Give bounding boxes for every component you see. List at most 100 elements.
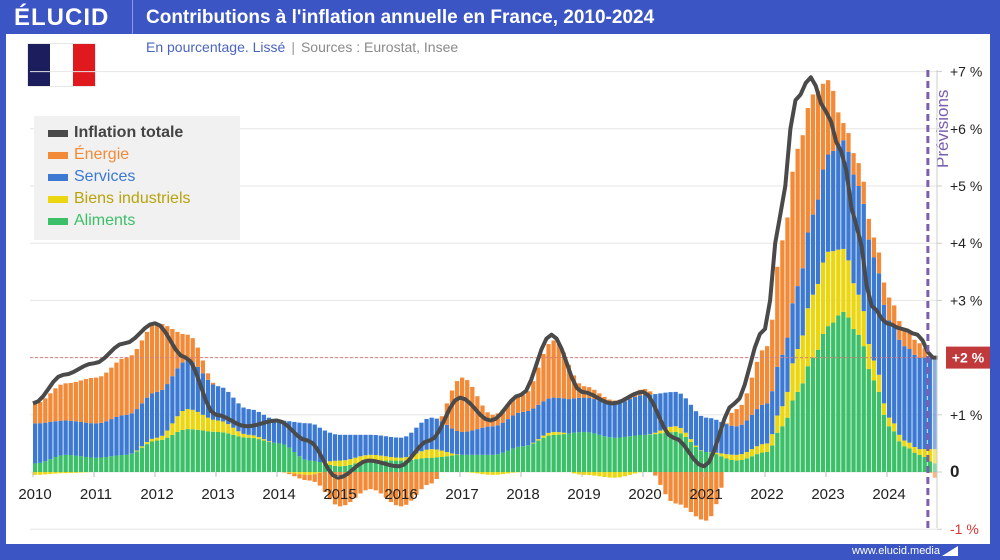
bar-biens-industriels — [765, 443, 770, 452]
bar--nergie — [205, 373, 211, 380]
bar-biens-industriels — [790, 363, 795, 401]
bar-services — [175, 368, 180, 417]
bar-aliments — [566, 433, 572, 472]
bar-biens-industriels — [627, 472, 633, 475]
bar-biens-industriels — [58, 472, 63, 474]
bar-biens-industriels — [358, 456, 363, 462]
bar--nergie — [287, 472, 292, 475]
bar--nergie — [810, 94, 816, 215]
bar-aliments — [73, 455, 78, 472]
bar-biens-industriels — [851, 283, 856, 329]
bar--nergie — [449, 390, 455, 429]
bar--nergie — [373, 472, 378, 491]
bar-aliments — [531, 443, 536, 472]
bar--nergie — [546, 344, 551, 399]
bar-aliments — [856, 334, 861, 472]
x-tick-label: 2023 — [811, 486, 844, 503]
bar-services — [693, 411, 699, 446]
y-tick-label: +4 % — [950, 235, 982, 251]
x-tick-label: 2019 — [567, 486, 600, 503]
bar-services — [800, 268, 805, 336]
y-tick-label: 0 — [950, 462, 959, 481]
bar-biens-industriels — [444, 451, 450, 457]
bar-services — [378, 435, 383, 456]
bar--nergie — [881, 282, 887, 305]
legend-label: Énergie — [74, 146, 130, 163]
bar-aliments — [724, 458, 729, 472]
x-tick-label: 2022 — [750, 486, 783, 503]
bar-biens-industriels — [734, 454, 739, 461]
bar--nergie — [759, 350, 765, 405]
bar--nergie — [439, 416, 444, 422]
bar--nergie — [343, 472, 348, 506]
bar-services — [205, 379, 211, 418]
bar-biens-industriels — [597, 472, 602, 477]
bar-biens-industriels — [587, 472, 592, 476]
bar-biens-industriels — [205, 417, 211, 432]
bar-aliments — [129, 453, 134, 472]
bar--nergie — [734, 409, 739, 427]
bar-services — [754, 409, 760, 447]
bar-services — [759, 404, 765, 445]
bar-services — [653, 394, 658, 433]
bar-aliments — [536, 440, 541, 472]
bar-aliments — [678, 433, 683, 472]
bar-aliments — [648, 434, 653, 472]
bar-services — [419, 422, 424, 452]
bar-biens-industriels — [343, 460, 348, 466]
bar-services — [841, 140, 846, 249]
bar--nergie — [399, 472, 404, 507]
x-tick-label: 2021 — [689, 486, 722, 503]
bar-services — [271, 419, 277, 443]
bar-services — [439, 421, 444, 451]
bar-aliments — [185, 429, 190, 472]
bar-services — [399, 437, 404, 458]
y-tick-label: +7 % — [950, 64, 982, 80]
bar-biens-industriels — [429, 449, 434, 458]
y-tick-label: +1 % — [950, 407, 982, 423]
bar-aliments — [251, 438, 256, 472]
bar-services — [114, 416, 119, 456]
bar-services — [210, 384, 216, 420]
bar--nergie — [515, 396, 521, 413]
bar-aliments — [902, 446, 907, 472]
legend-item-biens-industriels: Biens industriels — [48, 190, 191, 208]
bar--nergie — [551, 340, 556, 398]
elucid-logo[interactable]: ÉLUCID — [14, 4, 110, 31]
bar-biens-industriels — [917, 449, 922, 455]
bar-services — [348, 434, 353, 460]
bar-aliments — [607, 437, 612, 472]
x-tick-label: 2010 — [18, 486, 51, 503]
bar-aliments — [460, 454, 465, 472]
bar-services — [643, 394, 648, 435]
reference-badge-label: +2 % — [952, 350, 985, 366]
bar-aliments — [165, 437, 170, 472]
bar-services — [678, 393, 683, 428]
bar-aliments — [409, 459, 414, 472]
bar-aliments — [139, 447, 145, 472]
bar-services — [33, 423, 38, 464]
bar-services — [724, 424, 729, 455]
bar-biens-industriels — [795, 349, 800, 392]
bar-services — [165, 384, 170, 431]
bar-aliments — [663, 432, 668, 472]
bar--nergie — [927, 472, 932, 473]
bar--nergie — [180, 333, 185, 363]
legend-item-aliments: Aliments — [48, 212, 135, 230]
bar-biens-industriels — [419, 451, 424, 459]
footer-url-link[interactable]: www.elucid.media — [851, 545, 940, 557]
x-tick-label: 2012 — [140, 486, 173, 503]
reference-badge — [946, 346, 990, 369]
bar-aliments — [505, 450, 511, 472]
bar-biens-industriels — [719, 453, 724, 457]
bar-biens-industriels — [454, 454, 460, 456]
bar-biens-industriels — [368, 454, 373, 461]
bar-aliments — [602, 436, 607, 472]
bar-aliments — [668, 432, 673, 472]
bar-services — [902, 346, 907, 441]
bar-aliments — [892, 431, 897, 472]
bar--nergie — [673, 472, 678, 504]
bar-services — [449, 428, 455, 454]
bar--nergie — [170, 329, 175, 377]
bar-biens-industriels — [383, 456, 389, 461]
